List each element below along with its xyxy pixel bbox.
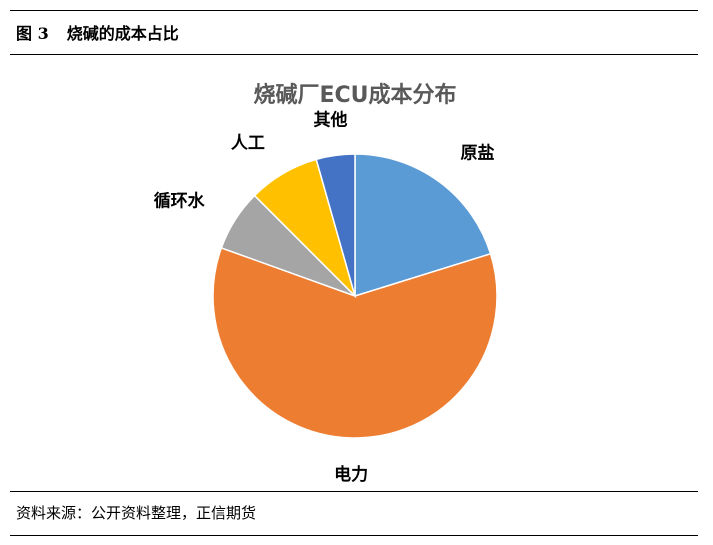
- pie-slice-1: [212, 246, 498, 439]
- figure-number: 图 3: [16, 24, 49, 43]
- top-rule: [10, 10, 698, 11]
- pie-label-2: 循环水: [154, 191, 206, 212]
- pie-slice-4: [315, 153, 356, 297]
- pie-label-3: 人工: [231, 134, 265, 154]
- bottom-rule: [10, 535, 698, 536]
- pie-slice-0: [354, 153, 492, 298]
- figure-heading: 图 3 烧碱的成本占比: [16, 20, 179, 44]
- pie-label-4: 其他: [314, 110, 348, 131]
- figure-caption: 烧碱的成本占比: [66, 24, 179, 43]
- source-note: 资料来源：公开资料整理，正信期货: [16, 504, 257, 522]
- chart-title: 烧碱厂ECU成本分布: [253, 82, 456, 108]
- pie-label-0: 原盐: [461, 143, 495, 164]
- source-rule: [10, 491, 698, 492]
- heading-rule: [10, 54, 698, 55]
- pie-slices: [212, 153, 498, 439]
- pie-label-1: 电力: [334, 464, 368, 485]
